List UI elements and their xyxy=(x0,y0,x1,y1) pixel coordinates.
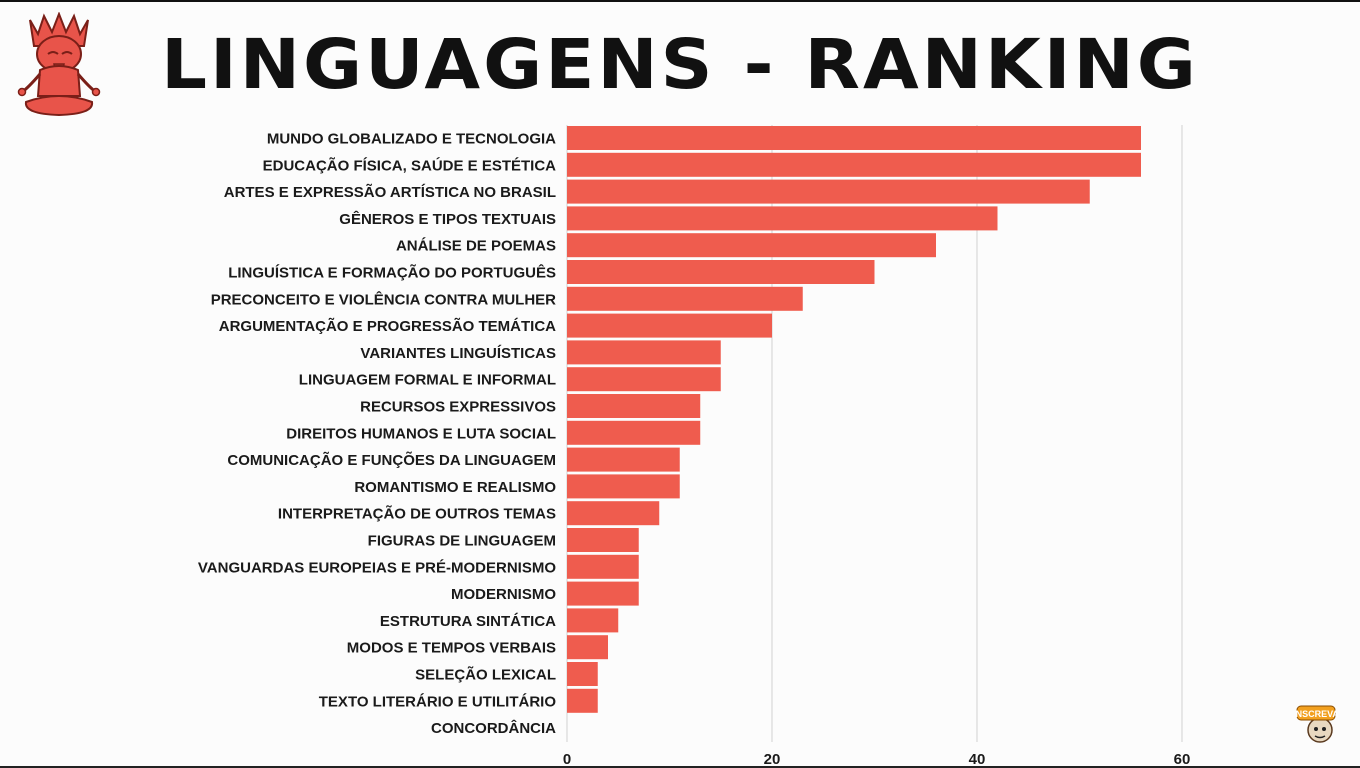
x-tick-label: 60 xyxy=(1174,751,1191,768)
category-label: INTERPRETAÇÃO DE OUTROS TEMAS xyxy=(278,505,556,523)
x-tick-label: 20 xyxy=(764,751,781,768)
category-label: EDUCAÇÃO FÍSICA, SAÚDE E ESTÉTICA xyxy=(263,156,557,174)
category-label: SELEÇÃO LEXICAL xyxy=(415,666,556,684)
category-label: VARIANTES LINGUÍSTICAS xyxy=(360,345,556,362)
category-label: RECURSOS EXPRESSIVOS xyxy=(360,399,556,416)
bar xyxy=(567,662,598,686)
bar xyxy=(567,608,619,633)
category-label: MODOS E TEMPOS VERBAIS xyxy=(347,640,556,657)
category-label: MODERNISMO xyxy=(451,586,556,603)
category-label: ANÁLISE DE POEMAS xyxy=(396,238,556,255)
bar xyxy=(567,367,721,392)
bar xyxy=(567,474,680,499)
category-label: ARGUMENTAÇÃO E PROGRESSÃO TEMÁTICA xyxy=(219,317,556,335)
top-frame-line xyxy=(0,0,1360,2)
bar xyxy=(567,420,701,445)
bar xyxy=(567,126,1141,150)
subscribe-badge-icon[interactable]: INSCREVA xyxy=(1293,704,1339,746)
category-label: VANGUARDAS EUROPEIAS E PRÉ-MODERNISMO xyxy=(198,559,556,576)
page-title: LINGUAGENS - RANKING xyxy=(161,24,1199,104)
bar xyxy=(567,501,660,526)
x-tick-label: 40 xyxy=(969,751,986,768)
bar xyxy=(567,554,639,579)
x-tick-label: 0 xyxy=(563,751,571,768)
category-label: FIGURAS DE LINGUAGEM xyxy=(368,533,556,550)
bar xyxy=(567,233,936,258)
subscribe-badge-label: INSCREVA xyxy=(1296,709,1338,719)
x-axis-ticks: 0 20 40 60 xyxy=(563,751,1191,768)
meditating-figure-icon xyxy=(16,11,102,122)
bar xyxy=(567,394,701,418)
category-label: ESTRUTURA SINTÁTICA xyxy=(380,613,556,630)
bar xyxy=(567,179,1090,204)
category-labels: MUNDO GLOBALIZADO E TECNOLOGIA EDUCAÇÃO F… xyxy=(198,131,556,738)
bottom-frame-line xyxy=(0,766,1360,768)
category-label: ROMANTISMO E REALISMO xyxy=(354,479,556,496)
bar xyxy=(567,635,608,660)
bar xyxy=(567,447,680,472)
category-label: CONCORDÂNCIA xyxy=(431,719,556,737)
bar xyxy=(567,528,639,552)
category-label: TEXTO LITERÁRIO E UTILITÁRIO xyxy=(319,693,557,710)
bar xyxy=(567,152,1141,177)
category-label: LINGUÍSTICA E FORMAÇÃO DO PORTUGUÊS xyxy=(228,264,556,282)
bar-layer xyxy=(567,126,1141,713)
category-label: MUNDO GLOBALIZADO E TECNOLOGIA xyxy=(267,131,556,148)
category-label: PRECONCEITO E VIOLÊNCIA CONTRA MULHER xyxy=(211,290,556,308)
category-label: COMUNICAÇÃO E FUNÇÕES DA LINGUAGEM xyxy=(227,451,556,469)
bar xyxy=(567,688,598,713)
bar xyxy=(567,286,803,311)
category-label: ARTES E EXPRESSÃO ARTÍSTICA NO BRASIL xyxy=(224,183,556,201)
category-label: DIREITOS HUMANOS E LUTA SOCIAL xyxy=(286,425,556,442)
category-label: GÊNEROS E TIPOS TEXTUAIS xyxy=(339,210,556,228)
bar xyxy=(567,206,998,231)
bar xyxy=(567,340,721,365)
bar xyxy=(567,313,772,338)
bar xyxy=(567,260,875,284)
category-label: LINGUAGEM FORMAL E INFORMAL xyxy=(299,372,556,389)
bar xyxy=(567,581,639,606)
